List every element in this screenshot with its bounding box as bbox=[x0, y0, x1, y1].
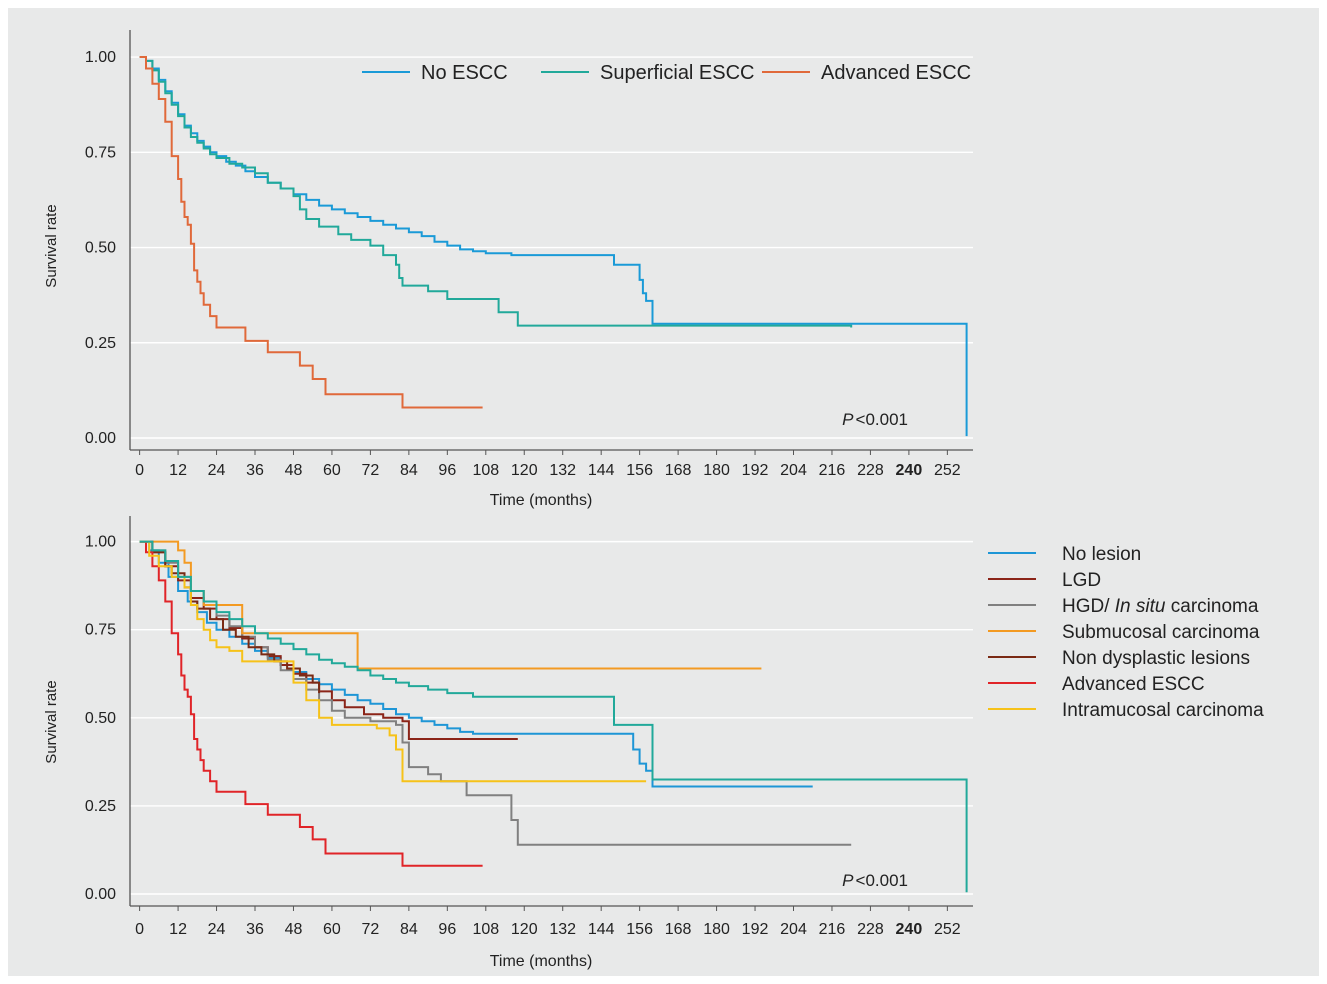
series-line-superficial-escc bbox=[139, 56, 853, 328]
legend-label-advanced-escc: Advanced ESCC bbox=[1062, 674, 1205, 695]
series-line-no-lesion bbox=[139, 540, 813, 788]
x-tick-label: 24 bbox=[208, 921, 226, 938]
x-tick-label: 96 bbox=[438, 921, 456, 938]
x-tick-label: 204 bbox=[780, 921, 807, 938]
legend-label-submucosal-carcinoma: Submucosal carcinoma bbox=[1062, 622, 1260, 643]
x-tick-label: 252 bbox=[934, 921, 961, 938]
x-tick-label: 156 bbox=[626, 462, 653, 479]
x-axis-label: Time (months) bbox=[490, 953, 593, 970]
x-tick-label: 156 bbox=[626, 921, 653, 938]
chart-lesion-types: Survival rate Time (months) P <0.001 0.00… bbox=[43, 516, 1264, 970]
y-tick-labels: 0.00 0.25 0.50 0.75 1.00 bbox=[85, 49, 116, 447]
x-tick-label: 252 bbox=[934, 462, 961, 479]
x-tick-label: 180 bbox=[703, 462, 730, 479]
legend-label-superficial-escc: Superficial ESCC bbox=[600, 62, 755, 84]
x-tick-label: 12 bbox=[169, 921, 187, 938]
legend: No lesion LGD HGD/ In situ carcinoma Submuc… bbox=[988, 544, 1264, 721]
y-tick-label: 0.25 bbox=[85, 798, 116, 815]
x-tick-label: 168 bbox=[665, 462, 692, 479]
x-tick-label: 216 bbox=[819, 921, 846, 938]
series-line-advanced-escc bbox=[139, 56, 483, 409]
chart-esophageal-status: Survival rate Time (months) P <0.001 0.00… bbox=[43, 30, 973, 509]
x-tick-label: 36 bbox=[246, 921, 264, 938]
y-tick-label: 0.75 bbox=[85, 622, 116, 639]
x-tick-label: 60 bbox=[323, 462, 341, 479]
y-tick-label: 0.00 bbox=[85, 430, 116, 447]
y-axis-label: Survival rate bbox=[43, 680, 60, 763]
p-value-symbol: P bbox=[842, 871, 854, 890]
x-tick-label: 48 bbox=[285, 462, 303, 479]
legend-label-no-lesion: No lesion bbox=[1062, 544, 1141, 565]
x-tick-label: 84 bbox=[400, 921, 418, 938]
series-line-lgd bbox=[139, 540, 518, 740]
gridlines bbox=[130, 56, 973, 439]
y-tick-label: 1.00 bbox=[85, 534, 116, 551]
x-tick-label: 120 bbox=[511, 921, 538, 938]
legend-label-non-dysplastic-lesions: Non dysplastic lesions bbox=[1062, 648, 1250, 669]
x-tick-label: 168 bbox=[665, 921, 692, 938]
x-tick-label: 240 bbox=[896, 462, 923, 479]
x-tick-label: 204 bbox=[780, 462, 807, 479]
x-tick-label: 120 bbox=[511, 462, 538, 479]
x-tick-label: 144 bbox=[588, 462, 615, 479]
legend-label-hgd-in-situ-carcinoma: HGD/ In situ carcinoma bbox=[1062, 596, 1259, 617]
x-tick-label: 72 bbox=[362, 462, 380, 479]
x-tick-label: 48 bbox=[285, 921, 303, 938]
legend-label-intramucosal-carcinoma: Intramucosal carcinoma bbox=[1062, 700, 1264, 721]
x-tick-label: 132 bbox=[549, 921, 576, 938]
x-tick-label: 216 bbox=[819, 462, 846, 479]
y-tick-label: 0.50 bbox=[85, 240, 116, 257]
x-tick-label: 0 bbox=[135, 462, 144, 479]
x-tick-label: 0 bbox=[135, 921, 144, 938]
x-tick-label: 132 bbox=[549, 462, 576, 479]
x-tick-label: 144 bbox=[588, 921, 615, 938]
y-tick-label: 0.50 bbox=[85, 710, 116, 727]
series-line-no-escc bbox=[139, 56, 968, 437]
y-tick-label: 0.75 bbox=[85, 144, 116, 161]
y-tick-label: 0.25 bbox=[85, 335, 116, 352]
x-tick-label: 72 bbox=[362, 921, 380, 938]
x-tick-label: 96 bbox=[438, 462, 456, 479]
series-line-teal-tail bbox=[139, 540, 968, 893]
p-value-text: <0.001 bbox=[856, 410, 908, 429]
x-axis-label: Time (months) bbox=[490, 492, 593, 509]
x-tick-label: 108 bbox=[472, 462, 499, 479]
series-line-intramucosal-carcinoma bbox=[139, 540, 647, 783]
legend-label-lgd: LGD bbox=[1062, 570, 1101, 591]
x-tick-labels: 0 12 24 36 48 60 72 84 96 108 120 132 144 156 168 180 19… bbox=[135, 450, 961, 479]
x-tick-label: 192 bbox=[742, 921, 769, 938]
x-tick-label: 192 bbox=[742, 462, 769, 479]
x-tick-label: 180 bbox=[703, 921, 730, 938]
y-tick-label: 1.00 bbox=[85, 49, 116, 66]
series-lines bbox=[139, 56, 968, 437]
p-value-annotation: P <0.001 bbox=[842, 410, 908, 429]
series-lines bbox=[139, 540, 968, 893]
x-tick-label: 240 bbox=[896, 921, 923, 938]
y-tick-label: 0.00 bbox=[85, 886, 116, 903]
x-tick-label: 12 bbox=[169, 462, 187, 479]
figure-panel bbox=[8, 8, 1319, 976]
x-tick-label: 108 bbox=[472, 921, 499, 938]
legend-label-advanced-escc: Advanced ESCC bbox=[821, 62, 971, 84]
x-tick-label: 228 bbox=[857, 462, 884, 479]
x-tick-label: 36 bbox=[246, 462, 264, 479]
x-tick-label: 84 bbox=[400, 462, 418, 479]
y-axis-label: Survival rate bbox=[43, 204, 60, 287]
x-tick-label: 24 bbox=[208, 462, 226, 479]
series-line-advanced-escc bbox=[139, 540, 483, 867]
p-value-annotation: P <0.001 bbox=[842, 871, 908, 890]
gridlines bbox=[130, 540, 973, 895]
y-tick-labels: 0.00 0.25 0.50 0.75 1.00 bbox=[85, 534, 116, 903]
series-line-submucosal-carcinoma bbox=[139, 540, 762, 670]
x-tick-label: 60 bbox=[323, 921, 341, 938]
x-tick-labels: 0 12 24 36 48 60 72 84 96 108 120 132 144 156 168 180 19… bbox=[135, 906, 961, 938]
x-tick-label: 228 bbox=[857, 921, 884, 938]
legend: No ESCC Superficial ESCC Advanced ESCC bbox=[362, 62, 971, 84]
p-value-symbol: P bbox=[842, 410, 854, 429]
p-value-text: <0.001 bbox=[856, 871, 908, 890]
legend-label-no-escc: No ESCC bbox=[421, 62, 508, 84]
